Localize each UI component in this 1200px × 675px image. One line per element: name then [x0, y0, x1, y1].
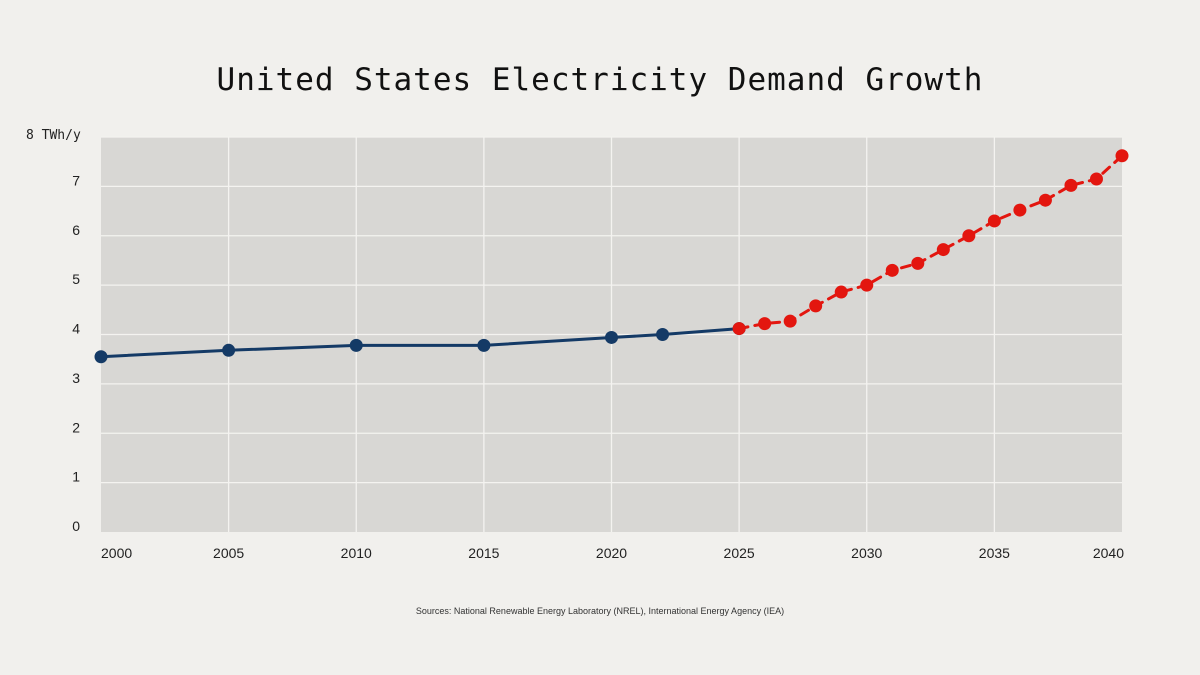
data-point — [605, 330, 618, 344]
chart-title: United States Electricity Demand Growth — [216, 62, 984, 98]
data-point — [936, 243, 950, 257]
data-point — [1013, 203, 1027, 217]
y-tick-label: 2 — [72, 419, 80, 435]
data-point — [783, 314, 797, 328]
data-point — [94, 350, 108, 364]
x-tick-label: 2035 — [979, 545, 1010, 561]
source-note: Sources: National Renewable Energy Labor… — [415, 606, 785, 616]
y-tick-label: 8 TWh/y — [26, 128, 81, 143]
data-point — [911, 256, 925, 270]
x-tick-label: 2020 — [596, 545, 627, 561]
data-point — [962, 229, 976, 243]
x-tick-label: 2030 — [851, 545, 882, 561]
x-tick-label: 2005 — [213, 545, 244, 561]
x-tick-label: 2000 — [101, 545, 132, 561]
x-tick-label: 2040 — [1093, 545, 1124, 561]
series-line — [737, 154, 1124, 331]
y-tick-label: 7 — [72, 172, 80, 188]
data-point — [477, 338, 491, 352]
data-point — [1064, 178, 1078, 192]
data-point — [1115, 149, 1129, 163]
y-axis-ticks: 0 1 2 3 4 5 6 7 8 TWh/y — [26, 128, 81, 534]
series-group — [94, 149, 1129, 364]
data-point — [222, 343, 236, 357]
x-tick-label: 2025 — [724, 545, 755, 561]
data-point — [834, 285, 848, 299]
x-tick-label: 2015 — [468, 545, 499, 561]
y-tick-label: 4 — [72, 321, 80, 337]
y-tick-label: 3 — [72, 370, 80, 386]
y-tick-label: 5 — [72, 271, 80, 287]
x-axis-ticks: 2000 2005 2010 2015 2020 2025 2030 2035 2040 — [101, 545, 1124, 561]
data-point — [349, 338, 363, 352]
data-point — [1089, 172, 1103, 186]
data-point — [885, 263, 899, 277]
y-tick-label: 1 — [72, 469, 80, 485]
data-point — [987, 214, 1001, 228]
data-point — [860, 278, 874, 292]
data-point — [758, 317, 772, 331]
x-tick-label: 2010 — [341, 545, 372, 561]
y-tick-label: 6 — [72, 222, 80, 238]
data-point — [809, 299, 823, 313]
data-point — [1038, 193, 1052, 207]
data-point — [732, 322, 746, 336]
y-tick-label: 0 — [72, 518, 80, 534]
data-point — [656, 328, 670, 341]
